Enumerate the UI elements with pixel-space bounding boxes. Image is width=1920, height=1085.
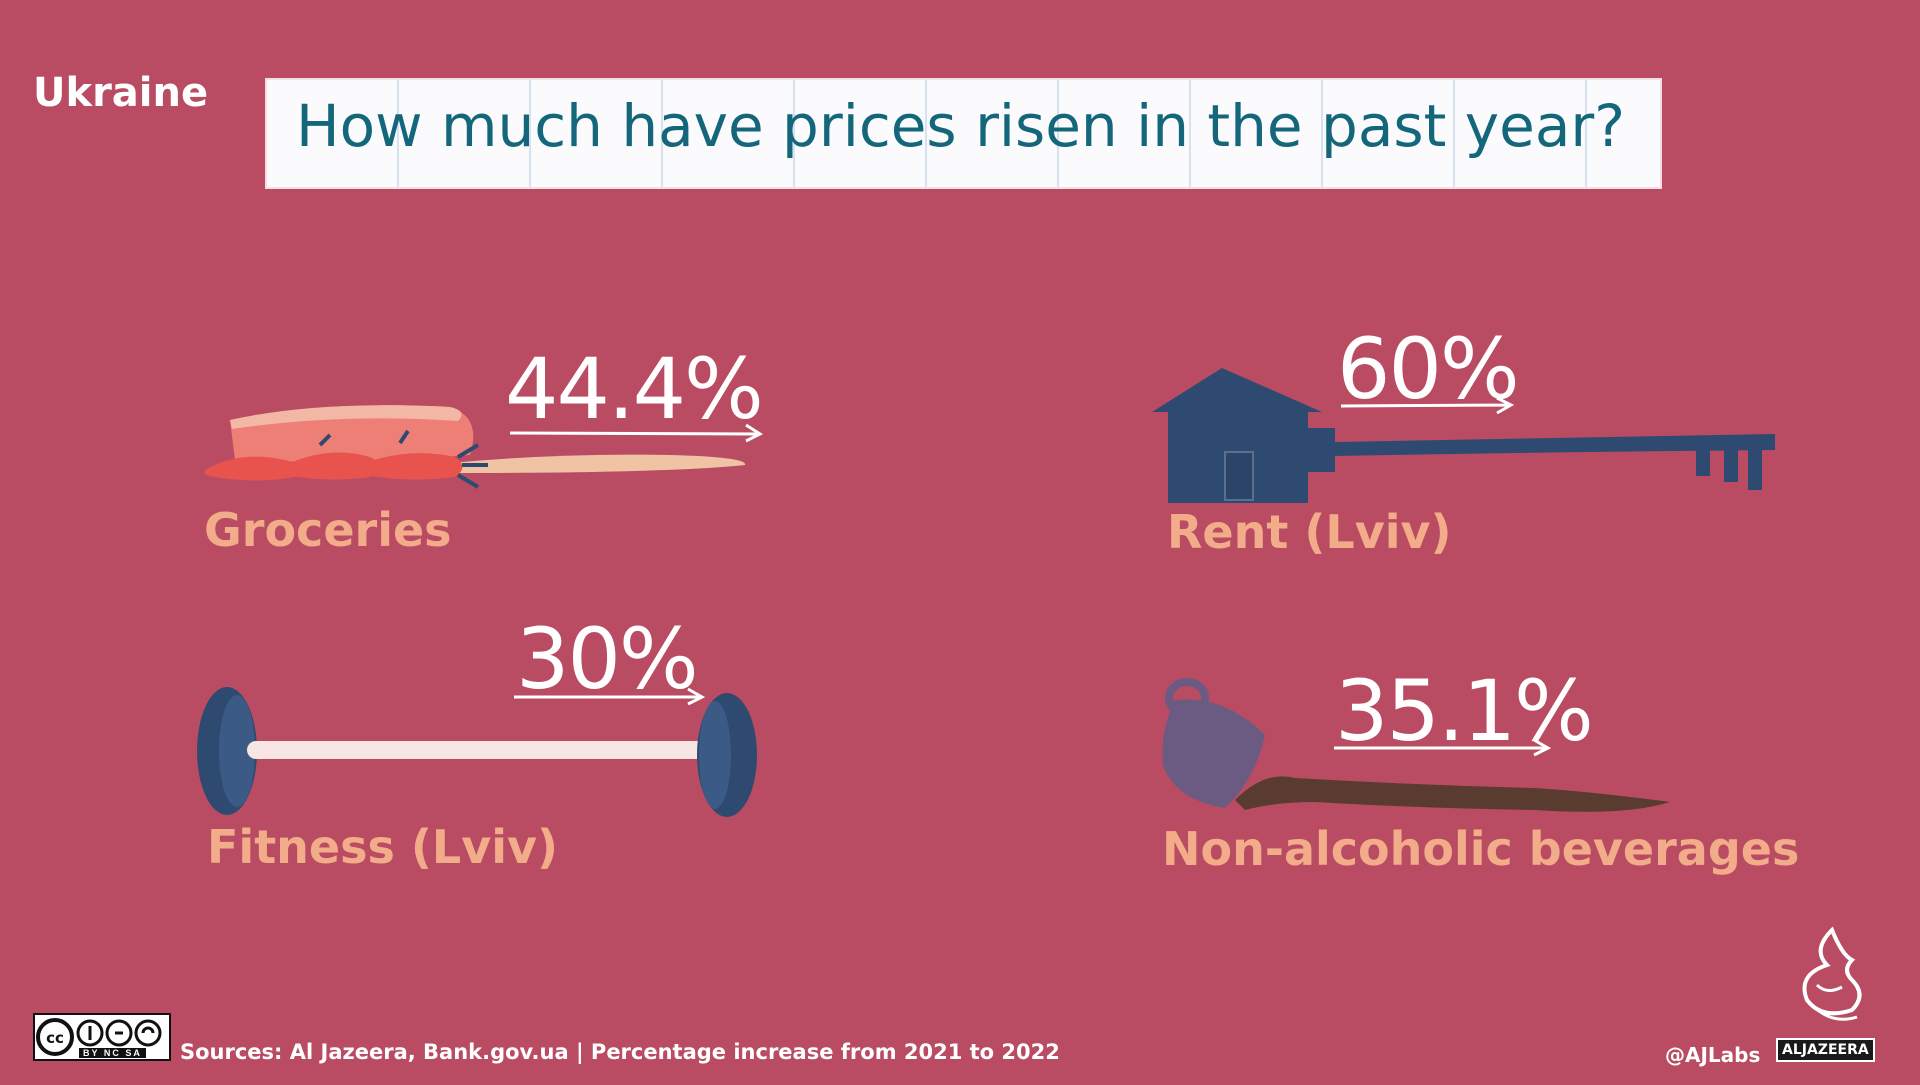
sources-note: Sources: Al Jazeera, Bank.gov.ua | Perce…	[180, 1040, 1060, 1064]
arrow-icon	[509, 423, 764, 443]
chart-title: How much have prices risen in the past y…	[296, 92, 1625, 160]
svg-text:cc: cc	[46, 1029, 64, 1047]
house-key-icon	[1152, 368, 1775, 503]
barbell-icon	[197, 687, 757, 817]
chart-category-label: Non-alcoholic beverages	[1162, 822, 1800, 876]
arrow-icon	[1334, 738, 1552, 757]
arrow-icon	[514, 687, 706, 706]
license-text: BY NC SA	[79, 1048, 146, 1058]
cc-license-icon: cc BY NC SA	[33, 1013, 171, 1061]
chart-category-label: Groceries	[204, 503, 452, 557]
chart-value-label: 60%	[1337, 320, 1520, 418]
bread-carrot-icon	[205, 405, 746, 489]
country-label: Ukraine	[33, 70, 209, 116]
arrow-icon	[1340, 396, 1515, 415]
aljazeera-logo-icon	[1802, 926, 1862, 1021]
twitter-handle: @AJLabs	[1665, 1043, 1761, 1067]
chart-category-label: Rent (Lviv)	[1167, 505, 1452, 559]
chart-category-label: Fitness (Lviv)	[207, 820, 558, 874]
title-card: How much have prices risen in the past y…	[267, 80, 1660, 187]
chart-value-label: 35.1%	[1335, 662, 1594, 760]
spilled-cup-icon	[1162, 678, 1670, 812]
chart-value-label: 30%	[516, 610, 699, 708]
chart-value-label: 44.4%	[505, 340, 764, 438]
brand-wordmark: ALJAZEERA	[1776, 1038, 1875, 1062]
